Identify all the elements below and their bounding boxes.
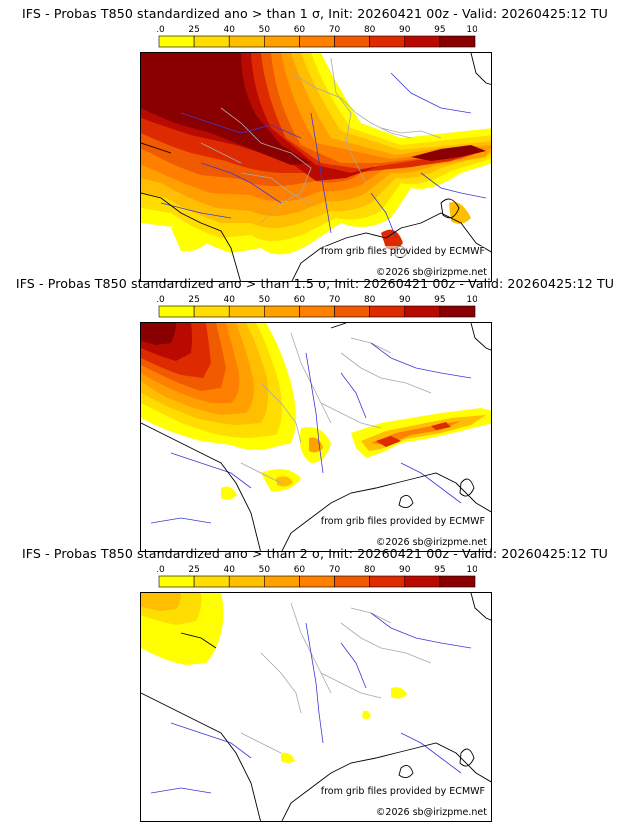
colorbar-tick-label: 70 <box>329 565 341 575</box>
colorbar-swatch <box>404 575 441 588</box>
coastlines <box>141 323 491 551</box>
colorbar-tick-label: 10 <box>157 25 165 35</box>
copyright-credit: ©2026 sb@irizpme.net <box>375 807 487 818</box>
panel-title: IFS - Probas T850 standardized ano > tha… <box>21 6 608 21</box>
colorbar-swatch <box>404 305 441 318</box>
country-borders <box>240 332 432 484</box>
probability-colorbar: 10 25 40 50 60 70 80 90 95 100 <box>157 295 477 318</box>
colorbar-tick-label: 60 <box>294 565 306 575</box>
colorbar-swatch <box>299 35 335 48</box>
colorbar-tick-label: 60 <box>294 25 306 35</box>
data-source-credit: from grib files provided by ECMWF <box>320 246 485 257</box>
colorbar-tick-label: 70 <box>329 25 341 35</box>
rivers <box>150 612 472 794</box>
colorbar-tick-label: 50 <box>259 25 271 35</box>
forecast-panel-1: IFS - Probas T850 standardized ano > tha… <box>0 6 630 282</box>
colorbar-tick-label: 100 <box>466 25 477 35</box>
colorbar-swatch <box>193 575 230 588</box>
probability-map: from grib files provided by ECMWF ©2026 … <box>140 322 492 552</box>
colorbar-tick-label: 80 <box>364 25 376 35</box>
colorbar-swatch <box>193 35 230 48</box>
colorbar-tick-label: 40 <box>223 295 235 305</box>
rivers <box>160 72 487 239</box>
colorbar-tick-label: 40 <box>223 565 235 575</box>
colorbar-tick-label: 10 <box>157 295 165 305</box>
map-canvas <box>141 323 491 551</box>
colorbar-tick-label: 60 <box>294 295 306 305</box>
colorbar-swatch <box>334 305 370 318</box>
colorbar-swatch <box>439 305 476 318</box>
map-canvas <box>141 593 491 821</box>
probability-colorbar: 10 25 40 50 60 70 80 90 95 100 <box>157 25 477 48</box>
panel-title: IFS - Probas T850 standardized ano > tha… <box>21 546 608 561</box>
probability-map: from grib files provided by ECMWF ©2026 … <box>140 52 492 282</box>
colorbar-tick-label: 25 <box>188 25 199 35</box>
colorbar-swatch <box>299 305 335 318</box>
probability-map: from grib files provided by ECMWF ©2026 … <box>140 592 492 822</box>
colorbar-swatch <box>264 575 300 588</box>
colorbar-tick-label: 50 <box>259 295 271 305</box>
colorbar-swatch <box>369 575 406 588</box>
colorbar-tick-label: 95 <box>434 295 445 305</box>
colorbar-swatch <box>334 575 370 588</box>
colorbar-swatch <box>439 575 476 588</box>
colorbar-tick-label: 95 <box>434 565 445 575</box>
colorbar-swatch <box>439 35 476 48</box>
colorbar-tick-label: 80 <box>364 295 376 305</box>
probability-shading <box>141 53 491 255</box>
colorbar-tick-label: 25 <box>188 565 199 575</box>
data-source-credit: from grib files provided by ECMWF <box>320 516 485 527</box>
country-borders <box>240 602 432 754</box>
colorbar-swatch <box>369 305 406 318</box>
coastlines <box>141 593 491 821</box>
data-source-credit: from grib files provided by ECMWF <box>320 786 485 797</box>
copyright-credit: ©2026 sb@irizpme.net <box>375 537 487 548</box>
colorbar-swatch <box>404 35 441 48</box>
probability-colorbar: 10 25 40 50 60 70 80 90 95 100 <box>157 565 477 588</box>
colorbar-tick-label: 100 <box>466 565 477 575</box>
panel-title: IFS - Probas T850 standardized ano > tha… <box>15 276 615 291</box>
colorbar-swatch <box>228 305 265 318</box>
copyright-credit: ©2026 sb@irizpme.net <box>375 267 487 278</box>
colorbar-tick-label: 90 <box>399 295 411 305</box>
colorbar-swatch <box>334 35 370 48</box>
forecast-panel-2: IFS - Probas T850 standardized ano > tha… <box>0 276 630 552</box>
map-canvas <box>141 53 491 281</box>
colorbar-swatch <box>264 305 300 318</box>
colorbar-tick-label: 95 <box>434 25 445 35</box>
colorbar-tick-label: 90 <box>399 25 411 35</box>
colorbar-tick-label: 10 <box>157 565 165 575</box>
colorbar-swatch <box>264 35 300 48</box>
colorbar-tick-label: 70 <box>329 295 341 305</box>
country-borders <box>200 57 442 224</box>
forecast-panel-3: IFS - Probas T850 standardized ano > tha… <box>0 546 630 822</box>
probability-shading <box>141 593 407 763</box>
colorbar-tick-label: 100 <box>466 295 477 305</box>
colorbar-swatch <box>158 575 195 588</box>
colorbar-swatch <box>228 575 265 588</box>
colorbar-swatch <box>299 575 335 588</box>
colorbar-tick-label: 90 <box>399 565 411 575</box>
colorbar-swatch <box>158 305 195 318</box>
colorbar-tick-label: 50 <box>259 565 271 575</box>
probability-shading <box>141 323 491 500</box>
colorbar-swatch <box>369 35 406 48</box>
colorbar-tick-label: 25 <box>188 295 199 305</box>
colorbar-tick-label: 40 <box>223 25 235 35</box>
colorbar-swatch <box>158 35 195 48</box>
colorbar-tick-label: 80 <box>364 565 376 575</box>
colorbar-swatch <box>228 35 265 48</box>
colorbar-swatch <box>193 305 230 318</box>
rivers <box>150 342 472 524</box>
